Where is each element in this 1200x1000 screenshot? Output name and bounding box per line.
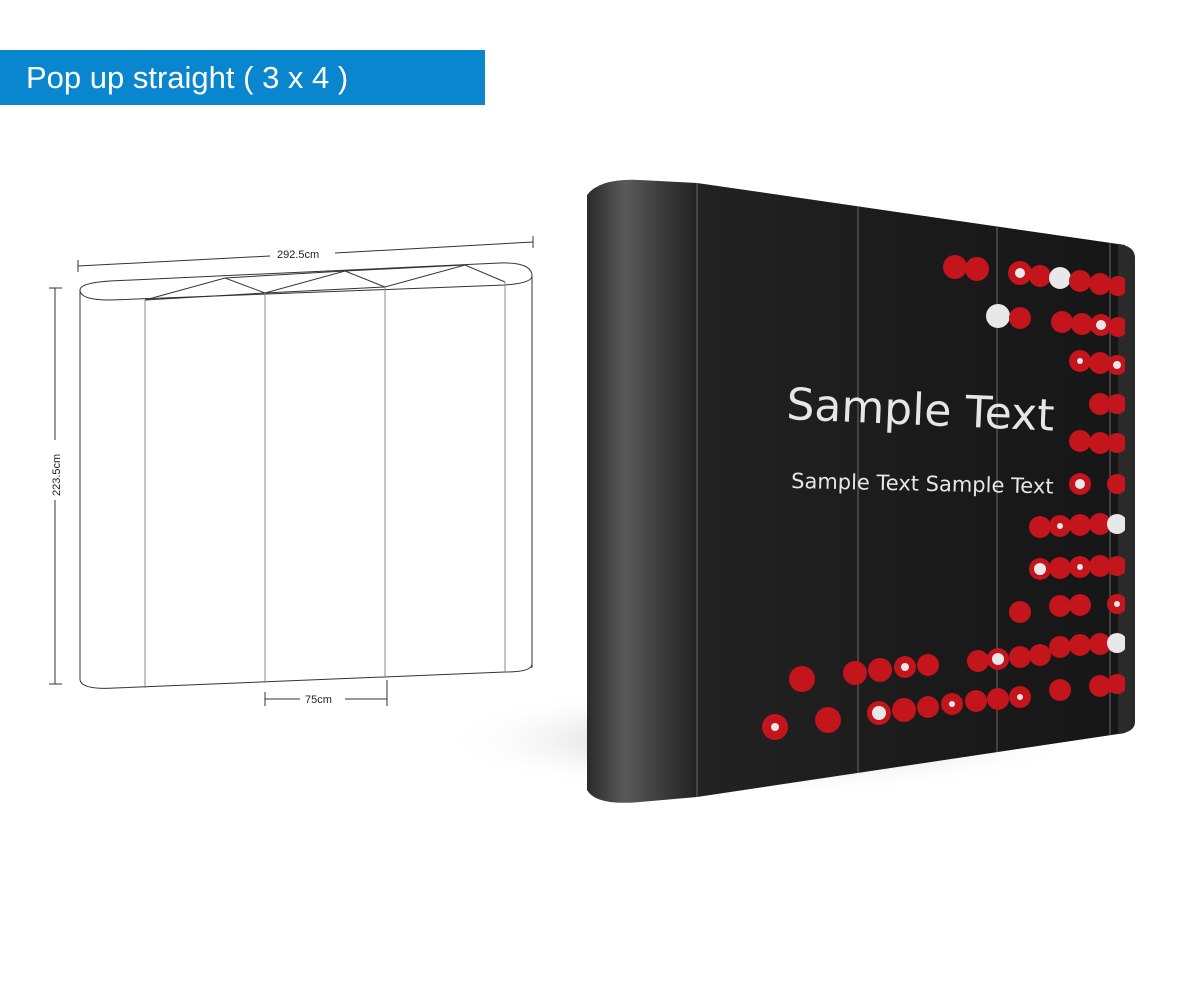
page-title-bar: Pop up straight ( 3 x 4 ) <box>0 50 485 105</box>
pattern-dot <box>1069 514 1091 536</box>
pattern-dot <box>868 658 892 682</box>
banner-face <box>697 183 1125 797</box>
pattern-dot <box>1108 317 1125 337</box>
pattern-dot <box>1071 313 1093 335</box>
pattern-dot <box>1107 514 1125 534</box>
pattern-dot <box>1089 352 1111 374</box>
pattern-dot <box>1077 564 1083 570</box>
pattern-dot <box>1049 595 1071 617</box>
pattern-dot <box>815 707 841 733</box>
pattern-dot <box>986 304 1010 328</box>
pattern-dot <box>1107 474 1125 494</box>
pattern-dot <box>843 661 867 685</box>
banner-subline: Sample Text Sample Text <box>791 469 1054 498</box>
pattern-dot <box>949 701 955 707</box>
pattern-dot <box>1069 430 1091 452</box>
height-dimension-label: 223.5cm <box>51 454 63 496</box>
frame-bottom-outline <box>79 663 533 689</box>
pattern-dot <box>917 696 939 718</box>
pattern-dot <box>965 690 987 712</box>
page-title: Pop up straight ( 3 x 4 ) <box>26 59 349 95</box>
pattern-dot <box>1107 633 1125 653</box>
pattern-dot <box>1077 358 1083 364</box>
panel-width-label: 75cm <box>305 694 332 706</box>
pattern-dot <box>1029 644 1051 666</box>
pattern-dot <box>1089 633 1111 655</box>
pattern-dot <box>965 257 989 281</box>
pattern-dot <box>1089 273 1111 295</box>
width-dimension-label: 292.5cm <box>277 249 319 261</box>
pattern-dot <box>1089 675 1111 697</box>
pattern-dot <box>992 653 1004 665</box>
pattern-dot <box>1049 557 1071 579</box>
pattern-dot <box>1015 268 1025 278</box>
pattern-dot <box>1051 311 1073 333</box>
pattern-dot <box>1113 361 1121 369</box>
pattern-dot <box>1069 634 1091 656</box>
pattern-dot <box>1107 556 1125 576</box>
pattern-dot <box>1049 679 1071 701</box>
pattern-dot <box>1108 276 1125 296</box>
pattern-dot <box>967 650 989 672</box>
pattern-dot <box>1029 265 1051 287</box>
pattern-dot <box>771 723 779 731</box>
pattern-dot <box>1089 555 1111 577</box>
pattern-dot <box>1089 513 1111 535</box>
pattern-dot <box>1009 646 1031 668</box>
pattern-dot <box>901 663 909 671</box>
pattern-dot <box>1069 270 1091 292</box>
pattern-dot <box>1089 393 1111 415</box>
pattern-dot <box>1069 594 1091 616</box>
pattern-dot <box>1096 320 1106 330</box>
pattern-dot <box>1049 636 1071 658</box>
pattern-dot <box>1107 433 1125 453</box>
pattern-dot <box>1107 674 1125 694</box>
pattern-dot <box>1009 601 1031 623</box>
pattern-dot <box>987 688 1009 710</box>
pattern-dot <box>1009 307 1031 329</box>
pattern-dot <box>892 698 916 722</box>
pattern-dot <box>1049 267 1071 289</box>
pattern-dot <box>872 706 886 720</box>
pattern-dot <box>943 255 967 279</box>
pattern-dot <box>1029 516 1051 538</box>
pattern-dot <box>1075 479 1085 489</box>
banner-left-cap <box>587 179 697 803</box>
pattern-dot <box>1114 601 1120 607</box>
pattern-dot <box>1017 694 1023 700</box>
pattern-dot <box>1089 432 1111 454</box>
pattern-dot <box>1057 523 1063 529</box>
pattern-dot <box>917 654 939 676</box>
pattern-dot <box>1034 563 1046 575</box>
pattern-dot <box>1107 394 1125 414</box>
banner-headline: Sample Text <box>786 379 1056 442</box>
pattern-dot <box>789 666 815 692</box>
